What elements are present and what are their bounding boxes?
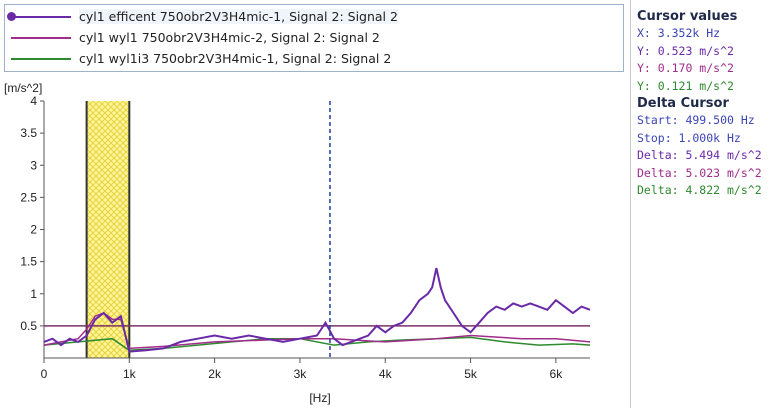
legend-item-series-3[interactable]: cyl1 wyl1i3 750obr2V3H4mic-1, Signal 2: … <box>5 49 623 69</box>
y-tick-label: 4 <box>30 94 37 108</box>
legend-item-label: cyl1 efficent 750obr2V3H4mic-1, Signal 2… <box>79 9 398 24</box>
y-tick-label: 1 <box>30 287 37 301</box>
series-3-swatch <box>11 58 71 60</box>
series-3-line <box>43 336 591 352</box>
cursor-values-panel: Cursor values X: 3.352k Hz Y: 0.523 m/s^… <box>630 0 784 408</box>
y-tick-label: 1.5 <box>20 255 37 269</box>
cursor-x-value: X: 3.352k Hz <box>637 26 721 41</box>
y-tick-label: 2.5 <box>20 190 37 204</box>
legend-item-series-2[interactable]: cyl1 wyl1 750obr2V3H4mic-2, Signal 2: Si… <box>5 28 623 48</box>
y-tick-label: 3.5 <box>20 126 37 140</box>
y-tick-label: 0.5 <box>20 319 37 333</box>
x-tick-label: 6k <box>550 367 564 381</box>
x-tick-label: 1k <box>123 367 137 381</box>
cursor-y-value-series-3: Y: 0.121 m/s^2 <box>637 78 734 93</box>
delta-value-series-2: Delta: 5.023 m/s^2 <box>637 165 762 180</box>
delta-start-value: Start: 499.500 Hz <box>637 113 755 128</box>
spectrum-plot[interactable]: [m/s^2] [Hz] 0.5 1 1.5 2 2.5 3 3.5 4 0 1k 2k 3k 4k 5k… <box>0 74 628 408</box>
delta-band-area <box>86 101 130 358</box>
x-tick-label: 2k <box>208 367 222 381</box>
delta-value-series-1: Delta: 5.494 m/s^2 <box>637 148 762 163</box>
legend-item-series-1[interactable]: cyl1 efficent 750obr2V3H4mic-1, Signal 2… <box>5 7 623 27</box>
x-tick-label: 3k <box>294 367 308 381</box>
x-tick-label: 0 <box>41 367 48 381</box>
delta-value-series-3: Delta: 4.822 m/s^2 <box>637 183 762 198</box>
y-tick-label: 2 <box>30 223 37 237</box>
y-axis-unit-label: [m/s^2] <box>4 81 42 95</box>
legend-box: cyl1 efficent 750obr2V3H4mic-1, Signal 2… <box>4 4 624 72</box>
y-tick-label: 3 <box>30 158 37 172</box>
legend-item-label: cyl1 wyl1i3 750obr2V3H4mic-1, Signal 2: … <box>79 51 392 66</box>
x-tick-label: 4k <box>379 367 393 381</box>
series-2-swatch <box>11 37 71 39</box>
x-tick-label: 5k <box>464 367 478 381</box>
x-axis-unit-label: [Hz] <box>309 391 330 405</box>
series-1-line <box>43 267 591 353</box>
legend-item-label: cyl1 wyl1 750obr2V3H4mic-2, Signal 2: Si… <box>79 30 380 45</box>
cursor-values-title: Cursor values <box>637 9 738 24</box>
series-2-line <box>43 312 591 350</box>
series-1-swatch <box>11 16 71 18</box>
delta-stop-value: Stop: 1.000k Hz <box>637 130 741 145</box>
cursor-y-value-series-2: Y: 0.170 m/s^2 <box>637 61 734 76</box>
delta-cursor-title: Delta Cursor <box>637 96 729 112</box>
spectrum-chart-svg[interactable]: [m/s^2] [Hz] 0.5 1 1.5 2 2.5 3 3.5 4 0 1k 2k 3k 4k 5k… <box>0 74 628 408</box>
cursor-y-value-series-1: Y: 0.523 m/s^2 <box>637 43 734 58</box>
